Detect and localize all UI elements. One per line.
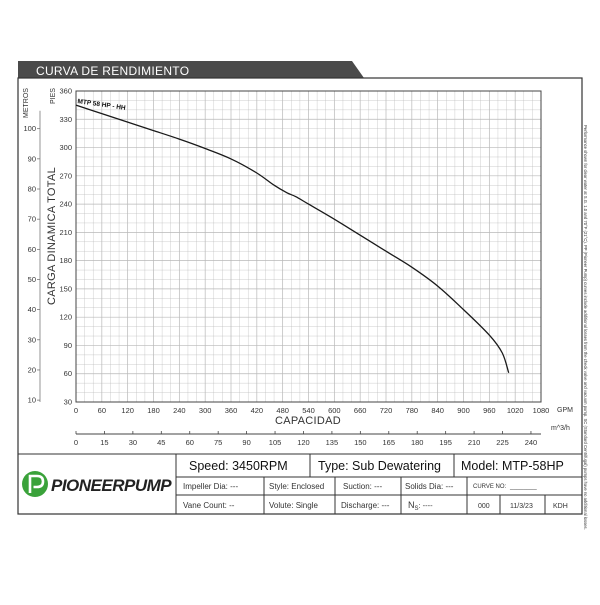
x2-tick-label: 225: [496, 438, 509, 447]
x-tick-label: 60: [98, 406, 106, 415]
vane-count: Vane Count: --: [183, 501, 235, 510]
style-value: Style: Enclosed: [269, 482, 324, 491]
x-tick-label: 540: [302, 406, 315, 415]
y2-tick-label: 40: [28, 305, 36, 314]
y-tick-label: 360: [59, 87, 72, 96]
side-note: Performance shown for clear water at S.G…: [583, 125, 588, 530]
y2-tick-label: 50: [28, 275, 36, 284]
x2-tick-label: 90: [242, 438, 250, 447]
x-tick-label: 600: [328, 406, 341, 415]
x-tick-label: 0: [74, 406, 78, 415]
x2-tick-label: 165: [383, 438, 396, 447]
y-axis-title: CARGA DINAMICA TOTAL: [46, 167, 58, 305]
x-tick-label: 780: [406, 406, 419, 415]
model-value: Model: MTP-58HP: [461, 459, 564, 473]
x2-tick-label: 105: [269, 438, 282, 447]
x-tick-label: 840: [431, 406, 444, 415]
y-tick-label: 180: [59, 256, 72, 265]
y-tick-label: 30: [64, 398, 72, 407]
curve-no-value: ________: [509, 484, 537, 490]
y-tick-label: 210: [59, 228, 72, 237]
series-line-mtp-58hp: [75, 104, 510, 374]
x2-tick-label: 195: [439, 438, 452, 447]
logo-p-icon: [28, 474, 45, 493]
pioneer-pump-logo: PIONEERPUMP: [22, 471, 173, 497]
y-tick-label: 240: [59, 200, 72, 209]
y-unit-feet: PIES: [50, 88, 57, 104]
x2-tick-label: 210: [468, 438, 481, 447]
x2-tick-label: 30: [129, 438, 137, 447]
curve-no-label: CURVE NO:: [473, 484, 507, 490]
y2-tick-label: 80: [28, 185, 36, 194]
y-axis-feet-ticks: 30 60 90 120 150 180 210 240 270 300 330 360: [59, 87, 72, 407]
x-tick-label: 660: [354, 406, 367, 415]
info-table: [18, 453, 582, 514]
y-tick-label: 330: [59, 115, 72, 124]
y2-tick-label: 100: [23, 124, 36, 133]
y-tick-label: 120: [59, 313, 72, 322]
y-tick-label: 270: [59, 171, 72, 180]
x-axis-m3h-ticks: 0 15 30 45 60 75 90 105 120 135 150 165 180 195 210 225…: [74, 431, 537, 447]
solids-dia: Solids Dia: ---: [405, 482, 454, 491]
y-axis-meters-ticks: 10 20 30 40 50 60 70 80 90 100: [23, 110, 41, 405]
y2-tick-label: 20: [28, 365, 36, 374]
x2-tick-label: 15: [100, 438, 108, 447]
ns-label: NS: ----: [408, 500, 433, 512]
type-value: Type: Sub Dewatering: [318, 459, 441, 473]
y2-tick-label: 30: [28, 335, 36, 344]
y-tick-label: 60: [64, 369, 72, 378]
y2-tick-label: 10: [28, 396, 36, 405]
x-tick-label: 480: [276, 406, 289, 415]
y2-tick-label: 70: [28, 215, 36, 224]
x2-tick-label: 45: [157, 438, 165, 447]
speed-value: Speed: 3450RPM: [189, 459, 288, 473]
x-unit-gpm: GPM: [557, 407, 573, 414]
x-tick-label: 180: [147, 406, 160, 415]
sheet-frame: [17, 77, 583, 515]
x-tick-label: 1080: [533, 406, 550, 415]
x-tick-label: 420: [251, 406, 264, 415]
x-tick-label: 120: [121, 406, 134, 415]
x-tick-label: 900: [457, 406, 470, 415]
y-tick-label: 90: [64, 341, 72, 350]
y-tick-label: 300: [59, 143, 72, 152]
impeller-dia: Impeller Dia: ---: [183, 482, 238, 491]
x-tick-label: 300: [199, 406, 212, 415]
x-tick-label: 360: [225, 406, 238, 415]
y2-tick-label: 60: [28, 245, 36, 254]
date-value: 11/3/23: [510, 503, 533, 510]
x2-tick-label: 180: [411, 438, 424, 447]
x2-tick-label: 60: [186, 438, 194, 447]
y-tick-label: 150: [59, 284, 72, 293]
x2-tick-label: 120: [297, 438, 310, 447]
logo-wordmark: PIONEERPUMP: [51, 476, 172, 495]
grid-lines: [75, 90, 542, 403]
x-tick-label: 1020: [507, 406, 524, 415]
initials-value: KDH: [553, 503, 568, 510]
discharge-value: Discharge: ---: [341, 501, 390, 510]
x-axis-title: CAPACIDAD: [275, 415, 341, 427]
x-axis-gpm-ticks: 0 60 120 180 240 300 360 420 480 540 600 660 720 780 8…: [74, 406, 549, 415]
x-tick-label: 240: [173, 406, 186, 415]
chart-title: CURVA DE RENDIMIENTO: [36, 64, 189, 78]
title-banner: [18, 61, 364, 78]
x2-tick-label: 240: [525, 438, 538, 447]
x2-tick-label: 0: [74, 438, 78, 447]
suction-value: Suction: ---: [343, 482, 382, 491]
x2-tick-label: 135: [326, 438, 339, 447]
y2-tick-label: 90: [28, 154, 36, 163]
volute-value: Volute: Single: [269, 501, 318, 510]
x-tick-label: 720: [380, 406, 393, 415]
x-tick-label: 960: [483, 406, 496, 415]
x2-unit: m^3/h: [551, 425, 570, 432]
x2-tick-label: 75: [214, 438, 222, 447]
y-unit-meters: METROS: [23, 88, 30, 118]
code-value: 000: [478, 503, 490, 510]
x2-tick-label: 150: [354, 438, 367, 447]
plot-frame: [75, 90, 542, 403]
